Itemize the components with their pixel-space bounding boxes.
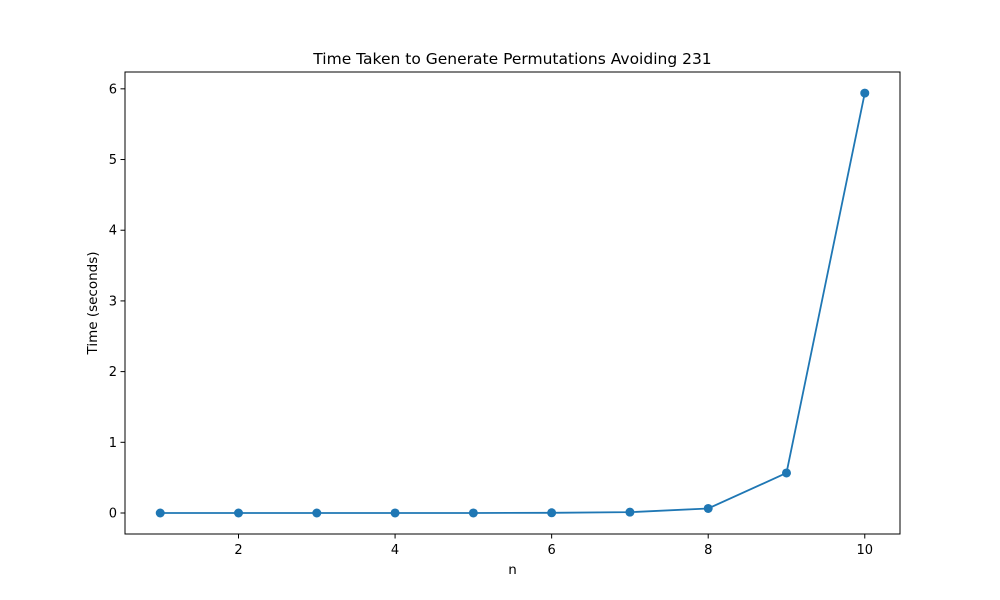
data-point [390, 508, 400, 518]
data-point [625, 507, 635, 517]
y-tick-label: 6 [109, 82, 117, 97]
y-axis-ticks: 0 1 2 3 4 5 6 [109, 82, 125, 522]
y-tick-label: 2 [109, 365, 117, 380]
y-tick-label: 4 [109, 224, 117, 239]
series-layer [155, 88, 870, 518]
y-tick-label: 1 [109, 436, 117, 451]
axes-frame [124, 71, 901, 535]
y-tick-label: 3 [109, 294, 117, 309]
data-point [468, 508, 478, 518]
x-axis-ticks: 2 4 6 8 10 [234, 534, 873, 558]
data-point [312, 508, 322, 518]
series-line [159, 92, 866, 514]
data-point [860, 88, 870, 98]
data-point [155, 508, 165, 518]
data-point [547, 508, 557, 518]
x-tick-label: 10 [856, 543, 873, 558]
x-tick-label: 4 [391, 543, 399, 558]
data-point [234, 508, 244, 518]
y-axis-label: Time (seconds) [85, 251, 101, 355]
x-tick-label: 2 [234, 543, 242, 558]
data-point [781, 468, 791, 478]
x-axis-label: n [508, 562, 517, 578]
plot-area: 2 4 6 8 10 0 1 2 3 4 5 6 [109, 71, 901, 558]
y-tick-label: 5 [109, 153, 117, 168]
x-tick-label: 6 [548, 543, 556, 558]
chart-title: Time Taken to Generate Permutations Avoi… [312, 50, 711, 68]
data-point [703, 503, 713, 513]
x-tick-label: 8 [704, 543, 712, 558]
y-tick-label: 0 [109, 507, 117, 522]
